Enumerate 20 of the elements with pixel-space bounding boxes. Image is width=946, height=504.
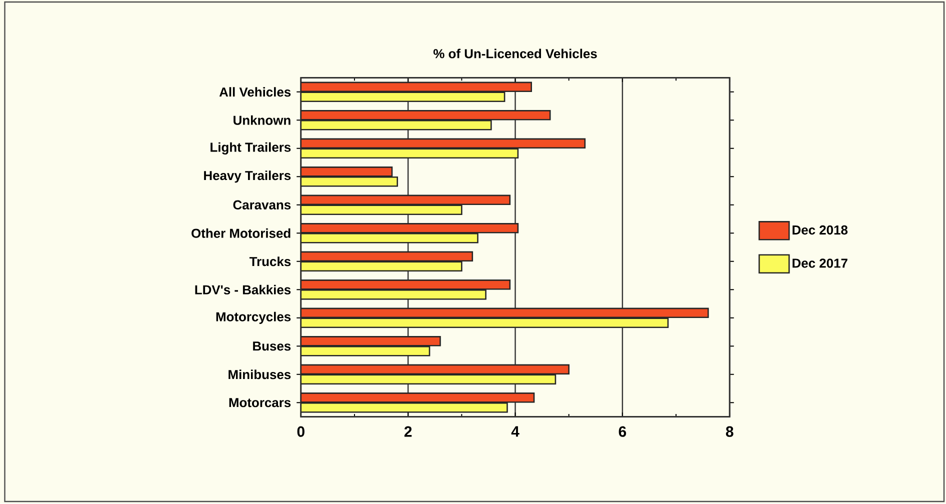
chart-title: % of Un-Licenced Vehicles [433,49,597,59]
x-tick-label: 2 [404,426,412,437]
y-tick-label: All Vehicles [219,87,291,97]
legend-label: Dec 2018 [792,226,848,235]
y-tick-label: Minibuses [228,370,291,380]
y-tick-label: Buses [253,342,291,351]
y-tick-label: Other Motorised [192,228,290,238]
y-tick-label: LDV's - Bakkies [195,285,291,295]
y-tick-label: Motorcars [229,398,291,408]
y-tick-label: Trucks [249,256,291,266]
x-tick-label: 0 [297,426,304,438]
y-tick-label: Heavy Trailers [204,170,291,183]
x-tick-label: 4 [511,426,520,437]
y-tick-label: Unknown [234,116,290,126]
y-tick-label: Caravans [233,200,291,210]
legend-label: Dec 2017 [792,258,848,268]
y-tick-label: Motorcycles [216,312,291,324]
y-tick-label: Light Trailers [210,142,291,155]
x-tick-label: 8 [726,426,734,438]
x-tick-label: 6 [618,426,626,438]
